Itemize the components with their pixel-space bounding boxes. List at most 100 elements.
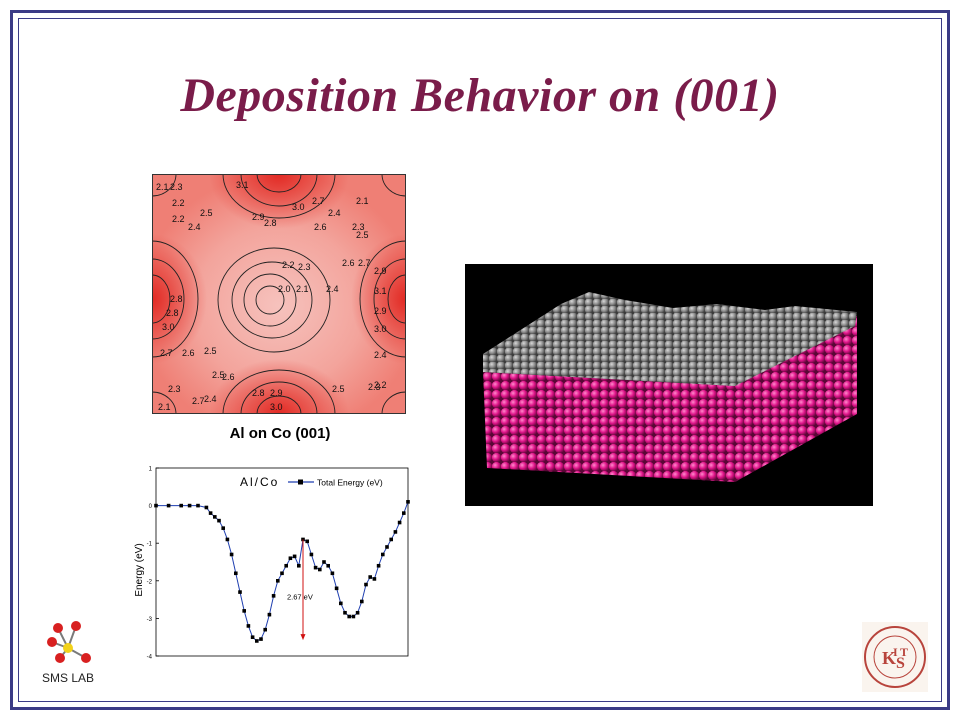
energy-point — [347, 614, 351, 619]
energy-point — [381, 552, 385, 557]
energy-point — [166, 503, 171, 508]
energy-point — [339, 601, 343, 606]
energy-point — [246, 624, 251, 628]
energy-point — [360, 599, 364, 604]
substrate-side-face — [735, 316, 857, 482]
energy-point — [292, 554, 297, 559]
chart-legend: Total Energy (eV) — [288, 478, 383, 488]
contour-label: 2.3 — [368, 382, 381, 392]
svg-text:I: I — [893, 645, 898, 659]
contour-label: 3.1 — [374, 286, 387, 296]
contour-label: 2.9 — [270, 388, 283, 398]
contour-label: 2.1 — [356, 196, 369, 206]
y-tick-label: 0 — [149, 504, 153, 510]
energy-point — [334, 586, 339, 591]
energy-chart: 1 0 -1 -2 -3 -4 Al/Co Total Energy (eV) Energ… — [134, 467, 410, 661]
energy-point — [259, 637, 263, 641]
energy-point — [406, 500, 410, 504]
svg-text:T: T — [900, 645, 908, 659]
contour-label: 3.1 — [236, 180, 249, 190]
energy-point — [343, 610, 347, 615]
chart-plot-frame — [155, 467, 409, 657]
contour-hotspot-right — [351, 234, 406, 364]
energy-point — [271, 594, 276, 598]
energy-point — [217, 518, 221, 523]
energy-point — [389, 537, 393, 542]
energy-point — [255, 639, 259, 643]
contour-hotspot-top — [209, 174, 349, 229]
energy-point — [326, 563, 330, 568]
energy-point — [208, 511, 213, 515]
energy-point — [187, 503, 192, 508]
energy-point — [376, 563, 381, 568]
contour-label: 2.6 — [222, 372, 235, 382]
svg-text:K: K — [882, 648, 896, 668]
energy-point — [364, 582, 368, 587]
contour-label: 2.3 — [170, 182, 183, 192]
contour-caption: Al on Co (001) — [229, 425, 331, 442]
y-tick-label: 1 — [149, 467, 153, 473]
contour-label: 3.0 — [270, 402, 283, 412]
energy-point — [305, 539, 309, 544]
energy-point — [238, 590, 242, 594]
chart-title: Al/Co — [240, 475, 279, 489]
energy-point — [288, 556, 293, 561]
contour-label: 2.5 — [332, 384, 345, 394]
energy-point — [179, 503, 183, 508]
contour-label: 2.2 — [374, 380, 387, 390]
y-tick-label: -3 — [147, 617, 153, 623]
contour-hotspot-left — [152, 234, 207, 364]
energy-point — [318, 567, 322, 572]
contour-label: 2.9 — [374, 306, 387, 316]
contour-label: 2.6 — [314, 222, 327, 232]
chart-ticks: 1 0 -1 -2 -3 -4 — [147, 467, 159, 661]
contour-labels: 2.1 2.3 3.12.2 3.02.7 2.12.22.5 2.9 2.42.8 2.62… — [156, 180, 387, 412]
contour-label: 2.7 — [312, 196, 325, 206]
adlayer-top — [483, 292, 857, 386]
contour-hotspot-bottom — [209, 359, 349, 414]
contour-lines — [152, 174, 406, 414]
energy-point — [196, 503, 200, 508]
contour-label: 2.4 — [204, 394, 217, 404]
energy-point — [309, 552, 314, 557]
substrate-front-face — [483, 372, 735, 482]
contour-label: 2.5 — [212, 370, 225, 380]
energy-point — [355, 610, 360, 615]
contour-label: 2.7 — [160, 348, 173, 358]
energy-point — [263, 627, 267, 632]
y-tick-label: -2 — [147, 579, 153, 585]
energy-point — [221, 526, 225, 530]
contour-label: 2.3 — [168, 384, 181, 394]
contour-label: 2.2 — [172, 214, 185, 224]
chart-legend-label: Total Energy (eV) — [317, 478, 383, 488]
contour-label: 3.0 — [292, 202, 305, 212]
y-tick-label: -1 — [147, 542, 153, 548]
contour-label: 2.5 — [200, 208, 213, 218]
energy-point — [368, 575, 372, 579]
energy-point — [154, 503, 158, 508]
contour-label: 3.0 — [162, 322, 175, 332]
energy-point — [393, 530, 398, 534]
sms-lab-logo: SMS LAB — [42, 621, 94, 685]
chart-annotation: 2.67 eV — [287, 539, 313, 641]
contour-label: 2.2 — [282, 260, 295, 270]
chart-annotation-label: 2.67 eV — [287, 593, 313, 602]
contour-label: 2.9 — [374, 266, 387, 276]
energy-point — [229, 552, 234, 557]
energy-point — [284, 563, 288, 568]
energy-series-line — [156, 501, 409, 642]
chart-points — [154, 500, 410, 643]
energy-point — [213, 515, 217, 519]
energy-point — [280, 571, 284, 576]
chart-axes — [155, 467, 409, 657]
energy-point — [250, 635, 255, 639]
contour-label: 2.4 — [328, 208, 341, 218]
contour-label: 2.8 — [252, 388, 265, 398]
contour-map: 2.1 2.3 3.12.2 3.02.7 2.12.22.5 2.9 2.42.8 2.62… — [152, 174, 406, 414]
contour-label: 2.4 — [326, 284, 339, 294]
contour-label: 2.3 — [298, 262, 311, 272]
energy-point — [385, 545, 389, 549]
institution-seal: K I S T — [862, 622, 928, 692]
md-simulation-render — [465, 264, 873, 506]
energy-point — [297, 563, 301, 568]
